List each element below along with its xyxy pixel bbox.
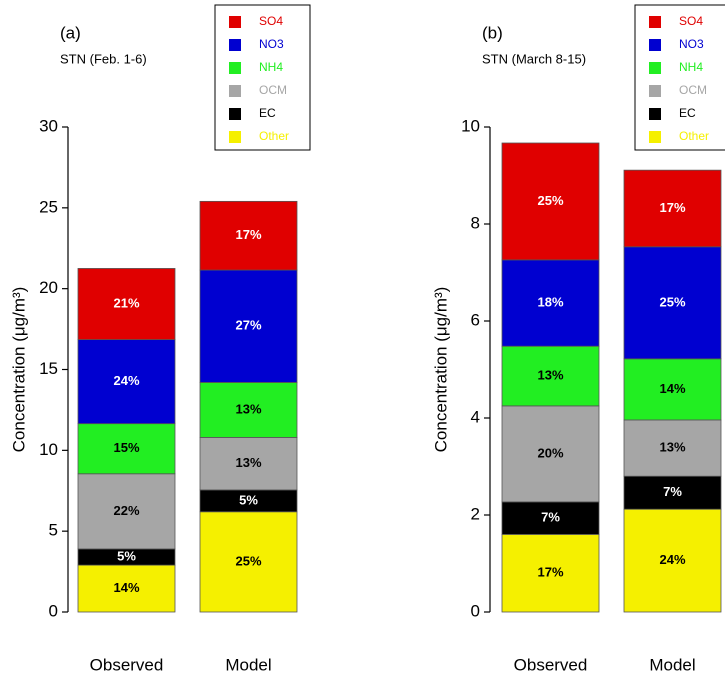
y-tick-label: 2 [471, 504, 480, 523]
bar-segment [77, 423, 176, 475]
value-label: 25% [235, 553, 261, 568]
y-tick-label: 8 [471, 213, 480, 232]
legend-label: NH4 [679, 60, 703, 74]
legend-swatch [649, 108, 661, 120]
legend-swatch [229, 85, 241, 97]
y-tick-label: 4 [471, 407, 480, 426]
bar-segment [77, 268, 176, 340]
value-label: 17% [659, 200, 685, 215]
y-tick-label: 30 [39, 116, 58, 135]
bar-segment [623, 169, 722, 248]
y-tick-label: 6 [471, 310, 480, 329]
y-tick-label: 0 [49, 601, 58, 620]
legend-swatch [229, 16, 241, 28]
value-label: 13% [235, 401, 261, 416]
bar-segment [77, 339, 176, 425]
panel-label: (a) [60, 23, 81, 42]
legend-swatch [229, 131, 241, 143]
value-label: 7% [541, 510, 560, 525]
value-label: 25% [659, 294, 685, 309]
y-tick-label: 25 [39, 197, 58, 216]
legend-box [634, 4, 725, 151]
subtitle: STN (Feb. 1-6) [60, 51, 147, 66]
y-tick-label: 10 [461, 116, 480, 135]
legend-label: SO4 [259, 14, 283, 28]
y-axis-label: Concentration (μg/m³) [9, 287, 28, 453]
legend-swatch [649, 85, 661, 97]
legend-box [214, 4, 311, 151]
legend: SO4 NO3 NH4 OCM EC Other [214, 4, 311, 151]
value-label: 13% [235, 455, 261, 470]
value-label: 21% [113, 295, 139, 310]
legend-label: SO4 [679, 14, 703, 28]
value-label: 22% [113, 503, 139, 518]
bar-segment [501, 345, 600, 407]
value-label: 17% [235, 227, 261, 242]
legend-swatch [649, 131, 661, 143]
value-label: 7% [663, 484, 682, 499]
x-tick-label: Model [649, 655, 695, 674]
bar-segment [199, 200, 298, 271]
chart-panel: (a) STN (Feb. 1-6) Concentration (μg/m³) 0 5… [9, 4, 311, 674]
legend-label: EC [679, 106, 696, 120]
panel-label: (b) [482, 23, 503, 42]
bar-segment [199, 436, 298, 491]
legend-swatch [229, 108, 241, 120]
value-label: 17% [537, 565, 563, 580]
bar-segment [77, 473, 176, 550]
value-label: 27% [235, 318, 261, 333]
value-label: 25% [537, 193, 563, 208]
x-tick-label: Observed [90, 655, 164, 674]
value-label: 14% [113, 580, 139, 595]
bar-segment [199, 382, 298, 438]
y-axis-label: Concentration (μg/m³) [431, 287, 450, 453]
bar-segment [623, 246, 722, 360]
bar-segment [77, 564, 176, 613]
legend-swatch [649, 39, 661, 51]
value-label: 13% [537, 367, 563, 382]
legend-label: NO3 [259, 37, 284, 51]
value-label: 15% [113, 440, 139, 455]
bar-segment [199, 269, 298, 383]
bar-segment [623, 508, 722, 613]
x-tick-label: Observed [514, 655, 588, 674]
legend-label: EC [259, 106, 276, 120]
bar-segment [623, 419, 722, 477]
y-tick-label: 0 [471, 601, 480, 620]
value-label: 5% [239, 492, 258, 507]
value-label: 24% [113, 373, 139, 388]
value-label: 24% [659, 552, 685, 567]
legend-swatch [649, 16, 661, 28]
legend-swatch [229, 39, 241, 51]
legend-label: OCM [259, 83, 287, 97]
legend-swatch [649, 62, 661, 74]
y-tick-label: 20 [39, 278, 58, 297]
bar-segment [199, 511, 298, 613]
y-tick-label: 15 [39, 359, 58, 378]
value-label: 18% [537, 294, 563, 309]
chart-panel: (b) STN (March 8-15) Concentration (μg/m³)… [431, 4, 725, 674]
legend-label: NH4 [259, 60, 283, 74]
legend: SO4 NO3 NH4 OCM EC Other [634, 4, 725, 151]
y-tick-label: 10 [39, 440, 58, 459]
legend-label: NO3 [679, 37, 704, 51]
legend-label: Other [679, 129, 709, 143]
bar-segment [501, 142, 600, 261]
value-label: 5% [117, 548, 136, 563]
value-label: 20% [537, 445, 563, 460]
bar-segment [501, 405, 600, 503]
value-label: 14% [659, 381, 685, 396]
bar-segment [501, 259, 600, 347]
subtitle: STN (March 8-15) [482, 51, 586, 66]
value-label: 13% [659, 440, 685, 455]
legend-swatch [229, 62, 241, 74]
legend-label: Other [259, 129, 289, 143]
y-tick-label: 5 [49, 521, 58, 540]
x-tick-label: Model [225, 655, 271, 674]
bar-segment [501, 534, 600, 613]
bar-segment [623, 358, 722, 421]
legend-label: OCM [679, 83, 707, 97]
